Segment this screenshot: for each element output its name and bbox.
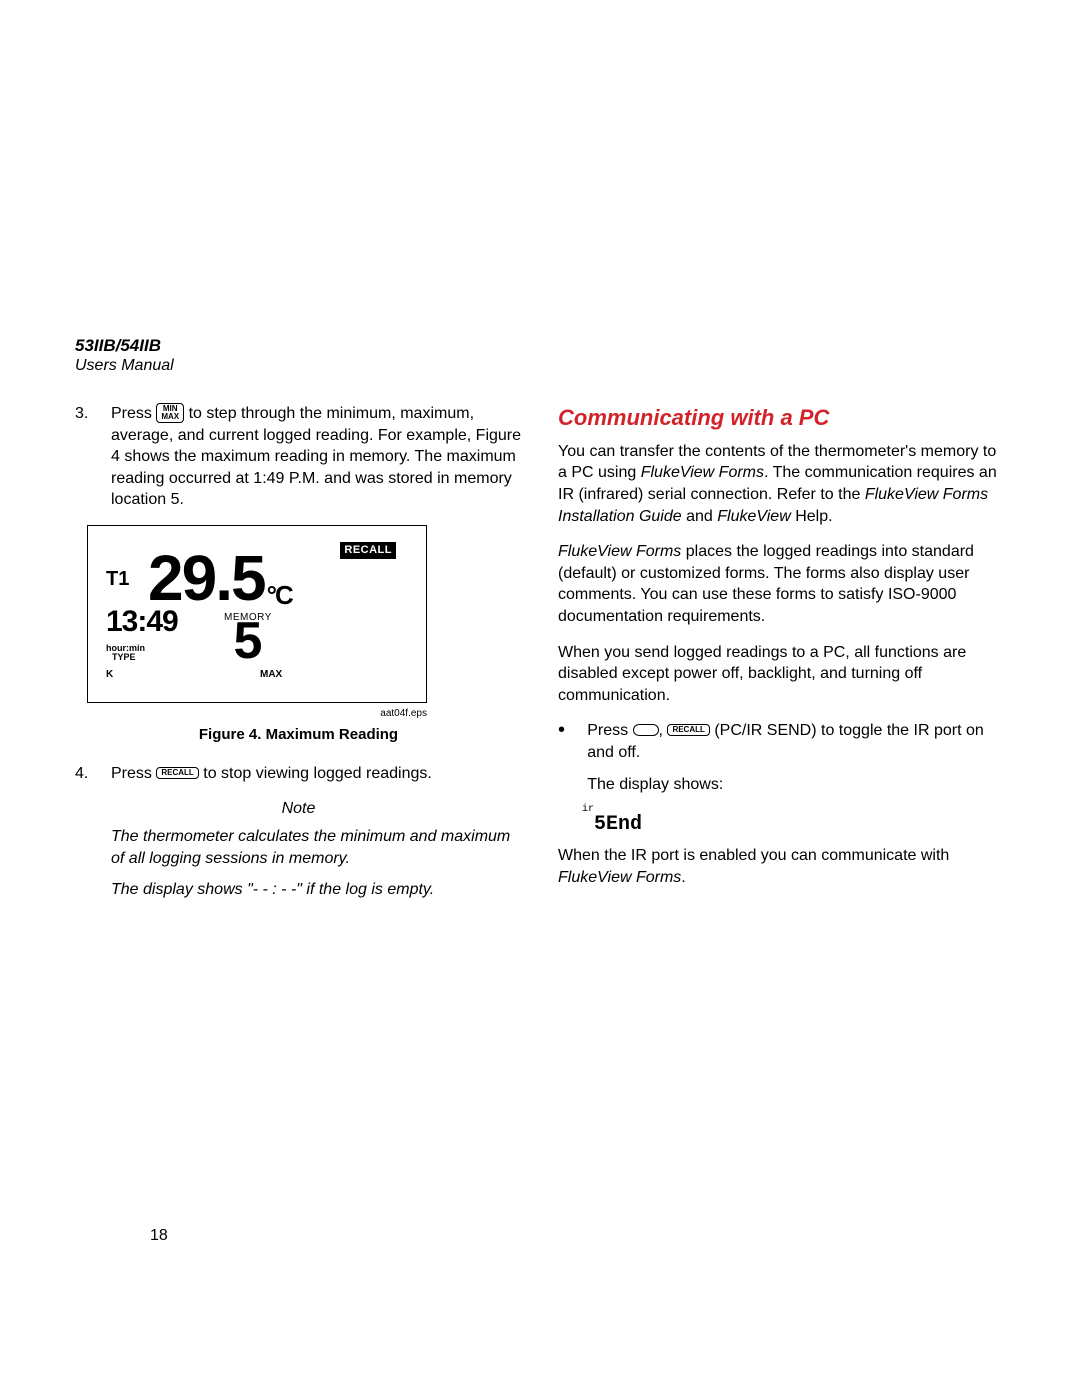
left-column: 3. Press MINMAX to step through the mini…	[75, 403, 522, 911]
t1-label: T1	[106, 566, 148, 593]
page-number: 18	[150, 1227, 168, 1245]
text: to stop viewing logged readings.	[199, 765, 432, 782]
flukeview-forms: FlukeView Forms	[558, 869, 681, 886]
time-reading: 13:49	[106, 602, 206, 643]
model-number: 53IIB/54IIB	[75, 335, 1005, 357]
right-column: Communicating with a PC You can transfer…	[558, 403, 1005, 911]
step-4: 4. Press RECALL to stop viewing logged r…	[75, 763, 522, 785]
recall-key-icon: RECALL	[156, 767, 198, 779]
paragraph-1: You can transfer the contents of the the…	[558, 441, 1005, 527]
oval-key-icon	[633, 724, 659, 736]
lcd-figure: RECALL T1 29.5 °C 13:49 hour:min T	[87, 525, 427, 703]
step-number: 3.	[75, 403, 93, 511]
text: ,	[659, 722, 668, 739]
manual-label: Users Manual	[75, 357, 1005, 375]
bullet-icon: •	[558, 720, 567, 795]
memory-number: 5	[233, 621, 262, 663]
temp-value: 29.5	[148, 550, 265, 608]
section-title: Communicating with a PC	[558, 403, 1005, 433]
paragraph-4: When the IR port is enabled you can comm…	[558, 845, 1005, 888]
flukeview-forms: FlukeView Forms	[558, 543, 681, 560]
note-paragraph-2: The display shows "- - : - -" if the log…	[111, 879, 522, 901]
send-glyph: 5End	[594, 817, 1005, 833]
recall-key-icon: RECALL	[667, 724, 709, 736]
max-label: MAX	[260, 668, 282, 682]
eps-filename: aat04f.eps	[75, 707, 427, 721]
flukeview: FlukeView	[717, 508, 791, 525]
ir-label: ir	[582, 805, 1005, 815]
key-bot: MAX	[161, 413, 179, 421]
flukeview-forms: FlukeView Forms	[641, 464, 764, 481]
temperature-reading: 29.5 °C	[148, 550, 292, 608]
text: Press	[111, 405, 156, 422]
step-number: 4.	[75, 763, 93, 785]
bullet-item: • Press , RECALL (PC/IR SEND) to toggle …	[558, 720, 1005, 795]
bottom-labels: K MAX	[106, 668, 408, 682]
note-heading: Note	[75, 798, 522, 820]
two-column-layout: 3. Press MINMAX to step through the mini…	[75, 403, 1005, 911]
send-display: ir 5End	[558, 805, 1005, 833]
paragraph-3: When you send logged readings to a PC, a…	[558, 642, 1005, 707]
text: ir	[582, 804, 594, 815]
step-text: Press RECALL to stop viewing logged read…	[111, 763, 522, 785]
text: .	[681, 869, 685, 886]
temp-unit: °C	[267, 584, 292, 607]
text: When the IR port is enabled you can comm…	[558, 847, 949, 864]
figure-caption: Figure 4. Maximum Reading	[75, 725, 522, 745]
manual-page: 53IIB/54IIB Users Manual 3. Press MINMAX…	[75, 335, 1005, 911]
k-label: K	[106, 668, 190, 682]
lcd-bottom-row: 13:49 hour:min TYPE MEMORY 5	[106, 602, 408, 663]
step-3: 3. Press MINMAX to step through the mini…	[75, 403, 522, 511]
page-header: 53IIB/54IIB Users Manual	[75, 335, 1005, 375]
text: and	[682, 508, 718, 525]
recall-badge: RECALL	[340, 542, 396, 559]
display-shows: The display shows:	[587, 774, 1005, 796]
minmax-key-icon: MINMAX	[156, 403, 184, 423]
text: Press	[587, 722, 632, 739]
type-label: TYPE	[112, 652, 136, 662]
memory-column: MEMORY 5	[224, 611, 272, 662]
small-labels: hour:min TYPE	[106, 644, 206, 662]
text: Press	[111, 765, 156, 782]
bullet-text: Press , RECALL (PC/IR SEND) to toggle th…	[587, 720, 1005, 795]
note-paragraph-1: The thermometer calculates the minimum a…	[111, 826, 522, 869]
text: Help.	[791, 508, 833, 525]
hourmin-label: hour:min TYPE	[106, 644, 160, 662]
step-text: Press MINMAX to step through the minimum…	[111, 403, 522, 511]
paragraph-2: FlukeView Forms places the logged readin…	[558, 541, 1005, 627]
